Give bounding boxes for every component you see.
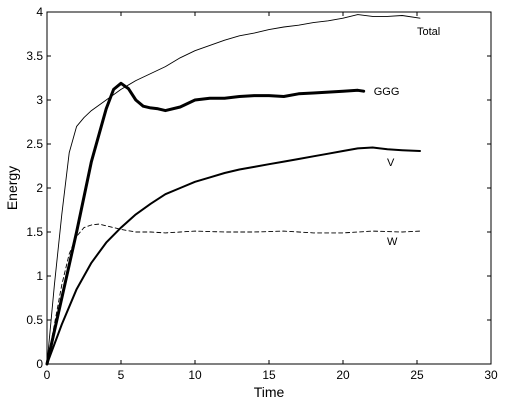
x-tick-label: 20	[336, 368, 350, 382]
x-tick-label: 10	[188, 368, 202, 382]
series-labels: Total GGG V W	[374, 26, 440, 248]
y-tick-label: 1	[36, 269, 43, 283]
series-line-w	[46, 223, 421, 365]
y-tick-label: 4	[36, 5, 43, 19]
x-tick-label: 15	[262, 368, 276, 382]
x-tick-label: 5	[118, 368, 125, 382]
series-label-v: V	[387, 157, 395, 169]
axis-ticks: 0 5 10 15 20 25 30 0 0.5 1 1.5 2 2.5 3 3.5 4	[26, 5, 498, 382]
series-line-v	[46, 146, 421, 365]
y-tick-label: 3	[36, 93, 43, 107]
y-tick-label: 0.5	[26, 313, 43, 327]
y-tick-label: 1.5	[26, 225, 43, 239]
series-label-ggg: GGG	[374, 86, 400, 98]
y-tick-label: 2.5	[26, 137, 43, 151]
x-tick-label: 0	[44, 368, 51, 382]
x-axis-title: Time	[254, 384, 285, 400]
y-axis-title: Energy	[4, 166, 20, 210]
y-tick-label: 3.5	[26, 49, 43, 63]
x-tick-label: 30	[484, 368, 498, 382]
y-tick-label: 2	[36, 181, 43, 195]
y-tick-label: 0	[36, 357, 43, 371]
series-label-total: Total	[417, 26, 440, 38]
series-label-w: W	[387, 236, 398, 248]
series-line-total	[46, 14, 421, 365]
plot-frame	[46, 11, 492, 365]
x-tick-label: 25	[410, 368, 424, 382]
series-line-ggg	[45, 81, 366, 366]
series-lines	[45, 14, 421, 366]
